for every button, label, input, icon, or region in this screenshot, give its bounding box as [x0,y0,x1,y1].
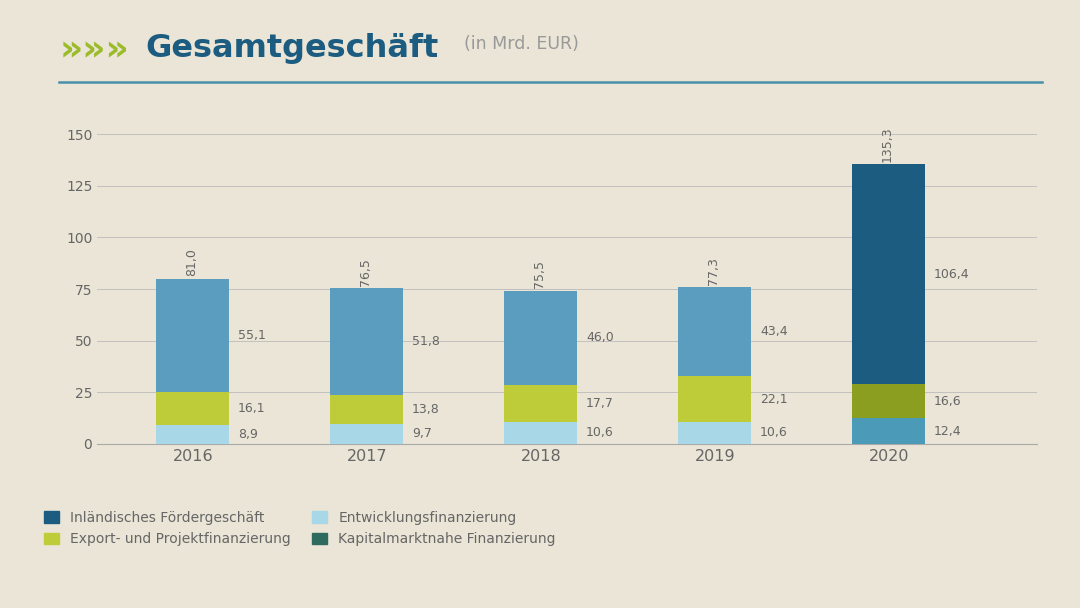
Text: 81,0: 81,0 [185,249,198,277]
Text: (in Mrd. EUR): (in Mrd. EUR) [464,35,579,54]
Text: 43,4: 43,4 [760,325,787,338]
Text: 12,4: 12,4 [934,424,962,438]
Text: 46,0: 46,0 [586,331,613,345]
Bar [852,164,926,384]
Text: 76,5: 76,5 [359,258,372,286]
Text: 8,9: 8,9 [239,428,258,441]
Bar [157,426,229,444]
Text: 9,7: 9,7 [413,427,432,440]
Text: 17,7: 17,7 [586,397,615,410]
Text: 55,1: 55,1 [239,329,266,342]
Text: 16,6: 16,6 [934,395,962,407]
Legend: Inländisches Fördergeschäft, Export- und Projektfinanzierung, Entwicklungsfinanz: Inländisches Fördergeschäft, Export- und… [39,505,562,552]
Bar [157,392,229,426]
Text: 22,1: 22,1 [760,393,787,406]
Bar [504,291,578,385]
Bar [157,278,229,392]
Bar [678,287,752,376]
Text: 106,4: 106,4 [934,268,970,281]
Text: 135,3: 135,3 [880,126,893,162]
Bar [504,422,578,444]
Bar [330,395,404,424]
Text: 51,8: 51,8 [413,336,440,348]
Text: 10,6: 10,6 [586,426,613,440]
Bar [330,424,404,444]
Text: 75,5: 75,5 [532,260,545,288]
Bar [852,384,926,418]
Bar [330,288,404,395]
Text: 77,3: 77,3 [706,257,719,285]
Bar [678,422,752,444]
Bar [678,376,752,422]
Text: 10,6: 10,6 [760,426,788,440]
Text: 13,8: 13,8 [413,403,440,416]
Text: Gesamtgeschäft: Gesamtgeschäft [146,33,440,64]
Bar [504,385,578,422]
Text: »»»: »»» [59,33,130,67]
Text: 16,1: 16,1 [239,402,266,415]
Bar [852,418,926,444]
